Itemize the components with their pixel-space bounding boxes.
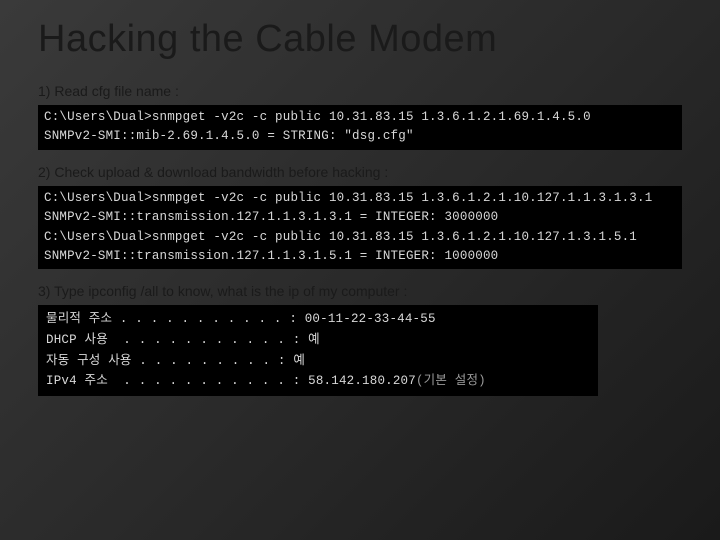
terminal-row-value: 58.142.180.207 — [300, 374, 416, 388]
terminal-line: C:\Users\Dual>snmpget -v2c -c public 10.… — [44, 230, 637, 244]
page-title: Hacking the Cable Modem — [38, 18, 682, 61]
terminal-line: SNMPv2-SMI::transmission.127.1.1.3.1.5.1… — [44, 249, 498, 263]
terminal-block-2: C:\Users\Dual>snmpget -v2c -c public 10.… — [38, 186, 682, 270]
terminal-line: SNMPv2-SMI::transmission.127.1.1.3.1.3.1… — [44, 210, 498, 224]
terminal-row-label: IPv4 주소 . . . . . . . . . . . : — [46, 374, 300, 388]
slide: Hacking the Cable Modem 1) Read cfg file… — [0, 0, 720, 416]
step-2-label: 2) Check upload & download bandwidth bef… — [38, 164, 682, 180]
terminal-row-value: 예 — [286, 354, 305, 368]
terminal-row-value: 예 — [300, 333, 319, 347]
terminal-line: C:\Users\Dual>snmpget -v2c -c public 10.… — [44, 110, 591, 124]
step-1-label: 1) Read cfg file name : — [38, 83, 682, 99]
terminal-block-3: 물리적 주소 . . . . . . . . . . . : 00-11-22-… — [38, 305, 598, 396]
terminal-row-value: 00-11-22-33-44-55 — [297, 312, 436, 326]
terminal-row-label: DHCP 사용 . . . . . . . . . . . : — [46, 333, 300, 347]
step-3-label: 3) Type ipconfig /all to know, what is t… — [38, 283, 682, 299]
terminal-row-suffix: (기본 설정) — [416, 374, 486, 388]
terminal-row-label: 물리적 주소 . . . . . . . . . . . : — [46, 312, 297, 326]
terminal-row-label: 자동 구성 사용 . . . . . . . . . : — [46, 354, 286, 368]
terminal-line: C:\Users\Dual>snmpget -v2c -c public 10.… — [44, 191, 652, 205]
terminal-line: SNMPv2-SMI::mib-2.69.1.4.5.0 = STRING: "… — [44, 129, 414, 143]
terminal-block-1: C:\Users\Dual>snmpget -v2c -c public 10.… — [38, 105, 682, 150]
